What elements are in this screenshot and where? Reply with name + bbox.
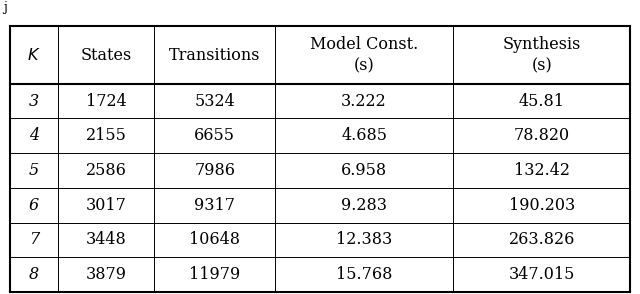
Text: 6: 6 <box>29 197 39 214</box>
Text: 8: 8 <box>29 266 39 283</box>
Text: 132.42: 132.42 <box>514 162 570 179</box>
Text: Synthesis
(s): Synthesis (s) <box>502 36 581 74</box>
Text: 12.383: 12.383 <box>336 231 392 248</box>
Text: States: States <box>81 47 132 64</box>
Text: 3879: 3879 <box>86 266 127 283</box>
Text: 7: 7 <box>29 231 39 248</box>
Text: 6.958: 6.958 <box>341 162 387 179</box>
Text: 2586: 2586 <box>86 162 127 179</box>
Text: 3017: 3017 <box>86 197 127 214</box>
Text: 5324: 5324 <box>195 93 235 110</box>
Text: 3.222: 3.222 <box>341 93 387 110</box>
Text: 4: 4 <box>29 127 39 144</box>
Text: 5: 5 <box>29 162 39 179</box>
Text: 4.685: 4.685 <box>341 127 387 144</box>
Text: 15.768: 15.768 <box>336 266 392 283</box>
Text: j: j <box>3 1 7 14</box>
Text: 11979: 11979 <box>189 266 241 283</box>
Text: 9.283: 9.283 <box>341 197 387 214</box>
Text: 45.81: 45.81 <box>518 93 564 110</box>
Text: Transitions: Transitions <box>169 47 260 64</box>
Text: Model Const.
(s): Model Const. (s) <box>310 36 418 74</box>
Text: 10648: 10648 <box>189 231 240 248</box>
Text: 263.826: 263.826 <box>508 231 575 248</box>
Text: 190.203: 190.203 <box>509 197 575 214</box>
Text: 9317: 9317 <box>195 197 236 214</box>
Text: 1724: 1724 <box>86 93 127 110</box>
Text: 3448: 3448 <box>86 231 127 248</box>
Text: 3: 3 <box>29 93 39 110</box>
Text: 2155: 2155 <box>86 127 127 144</box>
Text: 78.820: 78.820 <box>513 127 570 144</box>
Text: $K$: $K$ <box>27 47 40 64</box>
Text: 347.015: 347.015 <box>508 266 575 283</box>
Text: 6655: 6655 <box>195 127 236 144</box>
Text: 7986: 7986 <box>195 162 236 179</box>
